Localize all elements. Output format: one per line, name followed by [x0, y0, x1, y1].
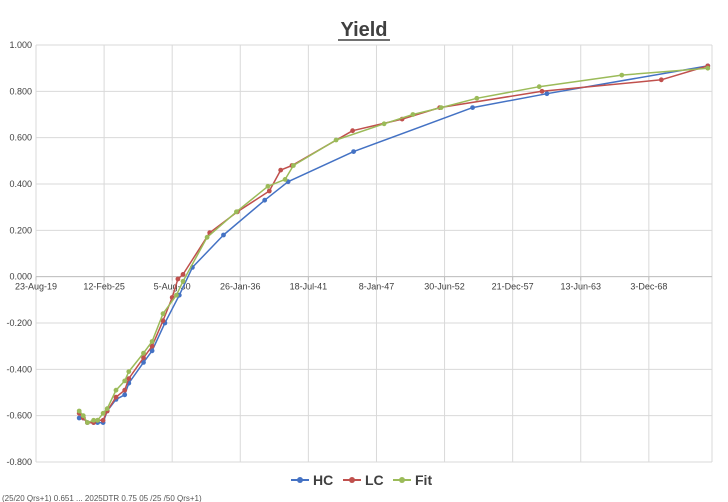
- series-layer: [76, 63, 711, 425]
- legend-item-fit: Fit: [393, 472, 432, 488]
- data-point-lc: [141, 355, 146, 361]
- data-point-hc: [76, 415, 82, 421]
- data-point-fit: [410, 112, 416, 117]
- footer-text: (25/20 Qrs+1) 0.651 ... 2025DTR 0.75 05 …: [2, 494, 202, 502]
- data-point-fit: [282, 177, 288, 182]
- x-axis-tick-labels: 23-Aug-19 12-Feb-25 5-Aug-30 26-Jan-36 18-Ju…: [15, 282, 667, 292]
- data-point-fit: [149, 339, 155, 344]
- data-point-fit: [291, 163, 296, 168]
- data-point-hc: [351, 149, 356, 155]
- grid-layer: [35, 44, 713, 463]
- data-point-lc: [180, 272, 186, 277]
- data-point-fit: [474, 95, 480, 101]
- data-point-fit: [113, 387, 119, 393]
- x-tick-label: 18-Jul-41: [290, 282, 328, 292]
- legend-marker-lc: [349, 477, 355, 483]
- x-tick-label: 3-Dec-68: [630, 282, 667, 292]
- data-point-fit: [91, 417, 96, 423]
- data-point-fit: [126, 369, 132, 374]
- data-point-fit: [333, 137, 339, 143]
- x-tick-label: 12-Feb-25: [83, 282, 125, 292]
- data-point-hc: [470, 105, 475, 110]
- data-point-fit: [80, 413, 86, 419]
- y-tick-label: 0.000: [9, 272, 32, 282]
- data-point-lc: [126, 376, 132, 381]
- data-point-fit: [619, 72, 625, 78]
- data-point-fit: [104, 406, 110, 412]
- data-point-fit: [705, 65, 711, 71]
- legend-label-fit: Fit: [415, 472, 432, 488]
- data-point-fit: [85, 420, 90, 425]
- legend-item-hc: HC: [291, 472, 333, 488]
- data-point-fit: [180, 278, 186, 284]
- legend: HC LC Fit: [291, 472, 432, 488]
- data-point-hc: [544, 91, 550, 97]
- data-point-lc: [100, 417, 106, 423]
- y-tick-label: 0.800: [9, 86, 32, 96]
- legend-label-hc: HC: [313, 472, 333, 488]
- series-line-fit: [78, 67, 708, 424]
- data-point-fit: [76, 408, 82, 414]
- data-point-lc: [113, 394, 119, 400]
- data-point-fit: [234, 209, 239, 215]
- y-tick-label: 0.600: [9, 133, 32, 143]
- x-tick-label: 8-Jan-47: [359, 282, 395, 292]
- data-point-fit: [204, 234, 210, 240]
- data-point-fit: [174, 292, 179, 298]
- series-fit: [76, 65, 711, 425]
- x-tick-label: 21-Dec-57: [492, 282, 534, 292]
- data-point-lc: [539, 88, 545, 94]
- data-point-lc: [266, 188, 272, 194]
- data-point-lc: [175, 276, 181, 282]
- data-point-lc: [149, 343, 155, 349]
- x-tick-label: 13-Jun-63: [560, 282, 601, 292]
- y-tick-label: 0.200: [9, 225, 32, 235]
- chart-title: Yield: [340, 19, 387, 41]
- y-tick-label: -0.800: [6, 457, 32, 467]
- data-point-fit: [536, 84, 542, 90]
- data-point-fit: [160, 311, 166, 317]
- legend-label-lc: LC: [365, 472, 384, 488]
- data-point-lc: [350, 128, 355, 134]
- x-tick-label: 30-Jun-52: [424, 282, 465, 292]
- y-axis-tick-labels: 1.000 0.800 0.600 0.400 0.200 0.000 -0.200 -0.4…: [6, 40, 32, 467]
- data-point-lc: [122, 387, 128, 393]
- data-point-fit: [141, 350, 146, 356]
- data-point-hc: [221, 232, 226, 238]
- data-point-fit: [95, 417, 100, 423]
- y-tick-label: 0.400: [9, 179, 32, 189]
- data-point-fit: [100, 410, 106, 416]
- data-point-fit: [438, 105, 444, 110]
- data-point-hc: [122, 392, 128, 398]
- x-tick-label: 23-Aug-19: [15, 282, 57, 292]
- y-tick-label: -0.200: [6, 318, 32, 328]
- legend-marker-hc: [297, 477, 303, 483]
- legend-item-lc: LC: [343, 472, 384, 488]
- x-tick-label: 26-Jan-36: [220, 282, 261, 292]
- data-point-lc: [658, 77, 664, 83]
- data-point-fit: [122, 378, 128, 384]
- data-point-hc: [141, 360, 146, 365]
- data-point-lc: [160, 318, 166, 324]
- legend-marker-fit: [399, 477, 405, 483]
- y-tick-label: -0.400: [6, 364, 32, 374]
- y-tick-label: 1.000: [9, 40, 32, 50]
- data-point-fit: [381, 121, 387, 127]
- data-point-hc: [262, 197, 268, 203]
- data-point-hc: [149, 348, 155, 354]
- y-tick-label: -0.600: [6, 411, 32, 421]
- data-point-fit: [265, 183, 271, 189]
- x-tick-label: 5-Aug-30: [154, 282, 191, 292]
- data-point-lc: [278, 167, 284, 173]
